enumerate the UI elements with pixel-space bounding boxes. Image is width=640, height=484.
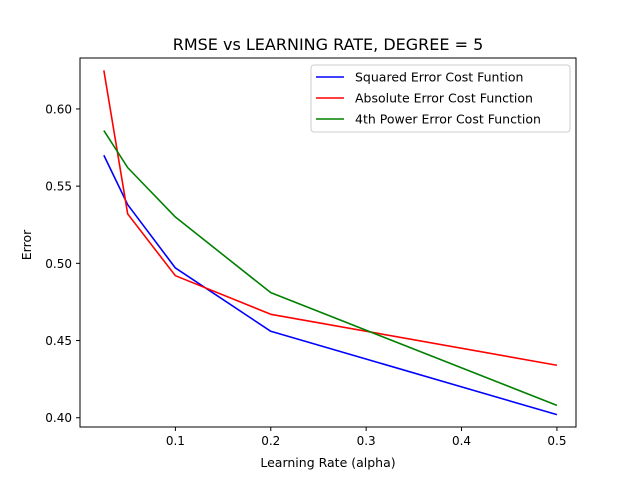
axes-frame — [79, 57, 577, 428]
x-tick-label: 0.3 — [357, 434, 376, 448]
y-tick-label: 0.55 — [45, 180, 72, 194]
y-axis-label: Error — [19, 229, 34, 260]
x-tick-label: 0.4 — [452, 434, 471, 448]
legend: Squared Error Cost Funtion Absolute Error… — [310, 64, 571, 133]
x-tick-label: 0.2 — [261, 434, 280, 448]
chart-title: RMSE vs LEARNING RATE, DEGREE = 5 — [173, 35, 484, 54]
y-tick-label: 0.45 — [45, 334, 72, 348]
legend-label-3: 4th Power Error Cost Function — [355, 112, 541, 127]
y-tick-label: 0.50 — [45, 257, 72, 271]
y-tick-label: 0.40 — [45, 411, 72, 425]
series-line-3 — [103, 130, 558, 407]
x-tick-label: 0.5 — [547, 434, 566, 448]
legend-label-1: Squared Error Cost Funtion — [355, 70, 523, 85]
x-axis-label: Learning Rate (alpha) — [260, 455, 395, 470]
legend-box — [310, 64, 571, 133]
y-tick-label: 0.60 — [45, 102, 72, 116]
x-tick-label: 0.1 — [166, 434, 185, 448]
legend-label-2: Absolute Error Cost Function — [355, 91, 533, 106]
series-line-2 — [103, 70, 558, 367]
plot-area: 0.1 0.2 0.3 0.4 0.5 0.40 0.45 0.50 0.55 0.60 — [45, 57, 577, 448]
series-line-1 — [103, 154, 558, 416]
